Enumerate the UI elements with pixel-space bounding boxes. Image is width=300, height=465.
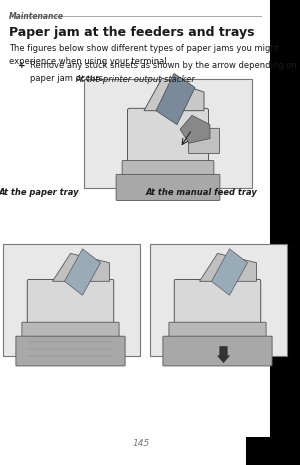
Text: Remove any stuck sheets as shown by the arrow depending on where the
paper jam o: Remove any stuck sheets as shown by the … [30, 61, 300, 83]
Text: Maintenance: Maintenance [9, 12, 64, 20]
Text: At the paper tray: At the paper tray [0, 188, 79, 197]
FancyBboxPatch shape [27, 279, 114, 330]
Bar [246, 437, 276, 465]
Text: At the printer output stacker: At the printer output stacker [75, 75, 195, 84]
FancyBboxPatch shape [116, 174, 220, 200]
Text: 145: 145 [132, 439, 150, 448]
Polygon shape [64, 249, 100, 295]
Bar [270, 0, 300, 465]
FancyBboxPatch shape [169, 322, 266, 343]
Polygon shape [212, 249, 248, 295]
Polygon shape [200, 253, 256, 281]
FancyBboxPatch shape [16, 336, 125, 366]
Text: At the manual feed tray: At the manual feed tray [145, 188, 257, 197]
Bar [150, 244, 286, 356]
Bar [3, 244, 140, 356]
FancyBboxPatch shape [122, 160, 214, 182]
Bar [84, 79, 252, 188]
Polygon shape [156, 73, 195, 125]
FancyBboxPatch shape [128, 108, 208, 169]
FancyArrow shape [218, 346, 230, 363]
Polygon shape [52, 253, 110, 281]
Text: Paper jam at the feeders and trays: Paper jam at the feeders and trays [9, 26, 254, 39]
Text: The figures below show different types of paper jams you might
experience when u: The figures below show different types o… [9, 44, 279, 66]
Polygon shape [144, 78, 204, 111]
FancyBboxPatch shape [188, 128, 220, 153]
FancyBboxPatch shape [163, 336, 272, 366]
FancyBboxPatch shape [174, 279, 261, 330]
Polygon shape [180, 115, 210, 143]
Text: +: + [18, 61, 26, 70]
FancyBboxPatch shape [22, 322, 119, 343]
